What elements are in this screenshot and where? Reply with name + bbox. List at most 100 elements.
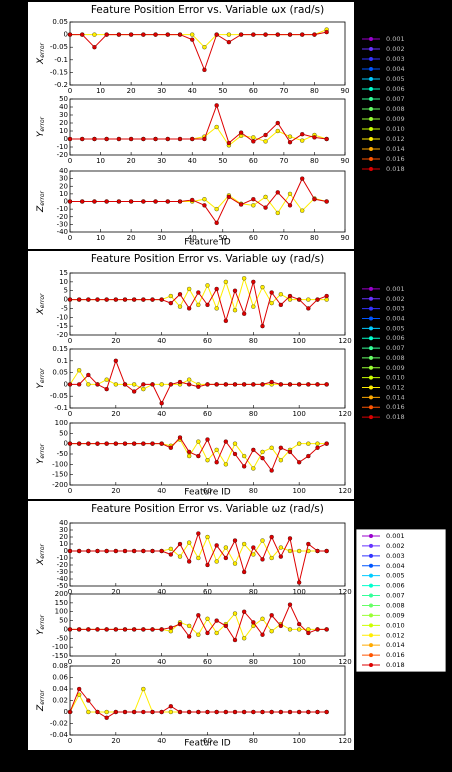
data-point bbox=[287, 536, 293, 541]
data-point bbox=[165, 32, 170, 37]
x-tick-label: 20 bbox=[127, 87, 136, 95]
data-point bbox=[205, 562, 210, 568]
data-point bbox=[278, 545, 283, 550]
data-point bbox=[312, 197, 317, 202]
data-point bbox=[86, 382, 91, 387]
x-tick-label: 10 bbox=[96, 87, 105, 95]
x-tick-label: 50 bbox=[218, 87, 227, 95]
y-tick-label: -0.04 bbox=[50, 731, 69, 739]
data-point bbox=[324, 441, 329, 446]
data-point bbox=[223, 623, 228, 629]
data-point bbox=[77, 686, 82, 692]
y-tick-label: 0 bbox=[64, 440, 68, 448]
y-tick-label: 40 bbox=[59, 103, 68, 111]
y-tick-label: 30 bbox=[59, 111, 68, 119]
data-point bbox=[275, 190, 280, 195]
x-tick-label: 60 bbox=[249, 234, 258, 242]
y-tick-label: -0.02 bbox=[50, 720, 68, 728]
data-point bbox=[287, 134, 293, 139]
data-point bbox=[168, 382, 173, 387]
y-tick-label: 40 bbox=[59, 167, 68, 175]
data-point bbox=[67, 32, 73, 37]
data-point bbox=[324, 709, 329, 715]
data-point bbox=[269, 300, 274, 306]
data-point bbox=[187, 377, 192, 382]
data-point bbox=[141, 32, 146, 37]
legend-label: 0.001 bbox=[386, 285, 405, 293]
data-point bbox=[150, 441, 155, 446]
data-point bbox=[315, 445, 320, 450]
x-tick-label: 70 bbox=[279, 234, 288, 242]
legend-label: 0.004 bbox=[386, 562, 405, 570]
data-point bbox=[202, 197, 207, 202]
x-tick-label: 80 bbox=[249, 410, 258, 418]
legend-marker bbox=[369, 543, 373, 548]
data-point bbox=[177, 621, 183, 627]
x-tick-label: 60 bbox=[203, 337, 212, 345]
data-point bbox=[132, 548, 137, 554]
legend-label: 0.005 bbox=[386, 75, 405, 83]
legend-label: 0.007 bbox=[386, 592, 405, 600]
y-tick-label: 0 bbox=[64, 547, 68, 555]
data-point bbox=[196, 632, 201, 637]
y-tick-label: 10 bbox=[59, 278, 68, 286]
legend-marker bbox=[369, 286, 373, 291]
legend-marker bbox=[369, 37, 373, 41]
legend-label: 0.010 bbox=[386, 125, 405, 133]
data-point bbox=[242, 276, 247, 281]
data-point bbox=[263, 194, 268, 200]
legend-label: 0.003 bbox=[386, 55, 405, 63]
y-tick-label: 10 bbox=[59, 127, 68, 135]
data-point bbox=[287, 709, 293, 715]
data-point bbox=[187, 449, 192, 455]
data-point bbox=[104, 386, 109, 392]
data-point bbox=[205, 283, 210, 288]
legend-label: 0.005 bbox=[386, 572, 405, 580]
data-point bbox=[159, 297, 164, 302]
data-point bbox=[132, 297, 137, 302]
legend-label: 0.001 bbox=[386, 35, 405, 43]
x-tick-label: 80 bbox=[249, 737, 258, 745]
data-point bbox=[287, 627, 293, 632]
legend-label: 0.009 bbox=[386, 115, 405, 123]
data-point bbox=[214, 124, 219, 130]
y-tick-label: 100 bbox=[55, 608, 68, 616]
y-tick-label: -10 bbox=[57, 313, 68, 321]
x-tick-label: 30 bbox=[157, 87, 166, 95]
data-point bbox=[168, 293, 173, 299]
plot-area bbox=[69, 348, 346, 409]
data-point bbox=[141, 441, 146, 446]
legend-label: 0.004 bbox=[386, 315, 405, 323]
data-point bbox=[287, 449, 293, 455]
y-tick-label: -15 bbox=[57, 322, 68, 330]
y-axis-label-sub: error bbox=[39, 614, 46, 629]
data-point bbox=[287, 382, 293, 387]
data-point bbox=[187, 306, 192, 311]
x-tick-label: 20 bbox=[111, 658, 120, 666]
y-tick-label: 50 bbox=[59, 95, 68, 103]
data-point bbox=[132, 627, 137, 632]
y-tick-label: -50 bbox=[57, 634, 68, 642]
x-tick-label: 0 bbox=[68, 410, 72, 418]
data-point bbox=[223, 462, 228, 467]
y-tick-label: 10 bbox=[59, 190, 68, 198]
data-point bbox=[214, 460, 219, 465]
x-tick-label: 20 bbox=[111, 588, 120, 596]
legend-label: 0.004 bbox=[386, 65, 405, 73]
data-point bbox=[150, 548, 155, 554]
y-axis-label: Xerror bbox=[36, 43, 46, 65]
data-point bbox=[242, 541, 247, 547]
data-point bbox=[260, 538, 265, 543]
data-point bbox=[159, 627, 164, 632]
data-point bbox=[187, 286, 192, 292]
data-point bbox=[187, 540, 192, 545]
legend-marker bbox=[369, 336, 373, 341]
data-point bbox=[297, 297, 302, 302]
y-axis-label-main: Y bbox=[36, 457, 46, 464]
x-tick-label: 60 bbox=[249, 87, 258, 95]
y-tick-label: -10 bbox=[57, 205, 68, 213]
data-point bbox=[202, 67, 207, 73]
data-point bbox=[77, 297, 82, 302]
data-point bbox=[287, 548, 293, 554]
data-point bbox=[92, 199, 97, 204]
